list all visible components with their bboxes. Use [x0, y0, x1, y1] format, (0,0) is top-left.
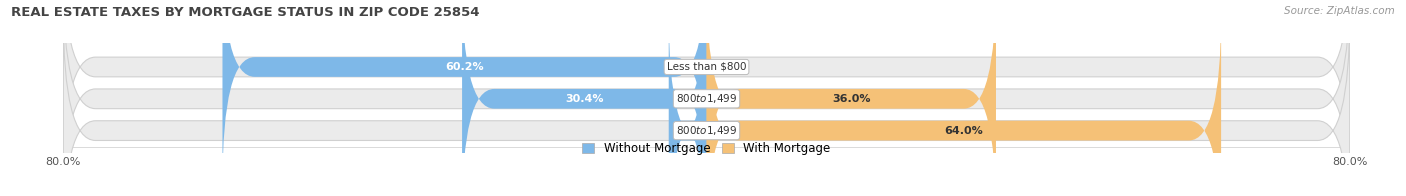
Text: Less than $800: Less than $800	[666, 62, 747, 72]
FancyBboxPatch shape	[463, 0, 707, 196]
Text: 4.7%: 4.7%	[672, 126, 703, 136]
FancyBboxPatch shape	[669, 13, 707, 196]
Text: $800 to $1,499: $800 to $1,499	[676, 92, 737, 105]
FancyBboxPatch shape	[63, 13, 1350, 196]
Text: 60.2%: 60.2%	[446, 62, 484, 72]
FancyBboxPatch shape	[707, 13, 1220, 196]
Text: 30.4%: 30.4%	[565, 94, 603, 104]
Text: 36.0%: 36.0%	[832, 94, 870, 104]
FancyBboxPatch shape	[707, 0, 995, 196]
FancyBboxPatch shape	[63, 0, 1350, 196]
FancyBboxPatch shape	[222, 0, 707, 184]
Text: Source: ZipAtlas.com: Source: ZipAtlas.com	[1284, 6, 1395, 16]
Text: $800 to $1,499: $800 to $1,499	[676, 124, 737, 137]
Text: REAL ESTATE TAXES BY MORTGAGE STATUS IN ZIP CODE 25854: REAL ESTATE TAXES BY MORTGAGE STATUS IN …	[11, 6, 479, 19]
Legend: Without Mortgage, With Mortgage: Without Mortgage, With Mortgage	[578, 138, 835, 160]
Text: 64.0%: 64.0%	[945, 126, 983, 136]
FancyBboxPatch shape	[63, 0, 1350, 184]
